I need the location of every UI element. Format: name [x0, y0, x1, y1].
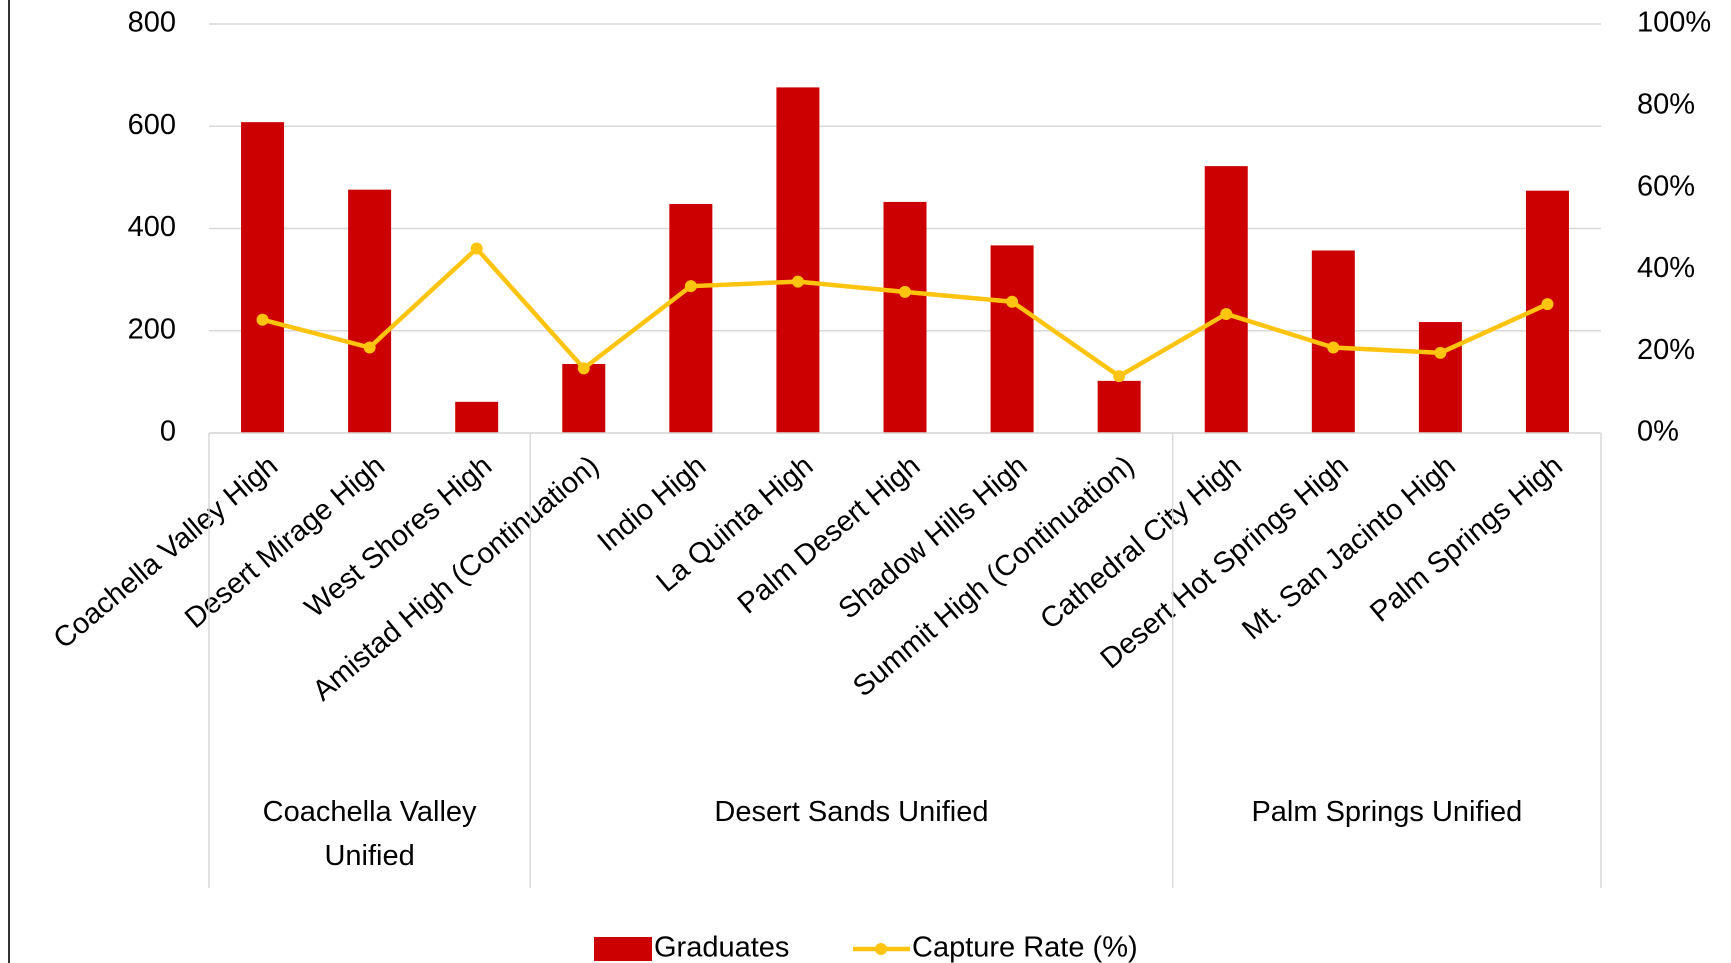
y2-tick-label: 40% [1637, 252, 1695, 284]
bar [348, 189, 392, 433]
legend-label: Capture Rate (%) [912, 932, 1138, 963]
group-label-box: Coachella Valley Unified [262, 796, 477, 872]
marker [899, 285, 911, 298]
marker [256, 313, 269, 326]
marker [684, 280, 697, 293]
legend-swatch [875, 943, 887, 955]
x-tick-label: West Shores High [299, 450, 498, 624]
y-tick-label: 600 [128, 109, 176, 141]
marker [1541, 298, 1554, 311]
x-tick-label: Palm Springs High [1364, 450, 1569, 629]
legend-swatch [594, 937, 652, 961]
marker [470, 242, 483, 255]
bar [883, 201, 927, 433]
x-tick-label: Cathedral City High [1034, 450, 1247, 636]
group-label: Desert Sands Unified [714, 796, 989, 828]
marker [1006, 295, 1019, 308]
bar [1097, 380, 1141, 433]
marker [1113, 370, 1126, 383]
bar [1418, 322, 1462, 433]
y2-tick-label: 100% [1637, 7, 1711, 39]
x-tick-label: Shadow Hills High [833, 450, 1034, 626]
y2-tick-label: 60% [1637, 170, 1695, 202]
group-label: Palm Springs Unified [1251, 796, 1523, 828]
marker [1434, 346, 1447, 359]
y-tick-label: 0 [160, 416, 176, 448]
marker [791, 275, 804, 288]
y2-tick-label: 0% [1637, 416, 1679, 448]
group-label-box: Palm Springs Unified [1251, 796, 1523, 828]
y-tick-label: 800 [128, 7, 176, 39]
marker [1220, 307, 1233, 320]
marker [577, 362, 590, 375]
y-tick-label: 400 [128, 211, 176, 243]
y2-tick-label: 80% [1637, 88, 1695, 120]
group-label-box: Desert Sands Unified [714, 796, 989, 828]
bar [669, 203, 713, 433]
bar [455, 401, 499, 433]
bar [241, 122, 285, 433]
bar [1204, 166, 1248, 433]
marker [363, 341, 376, 354]
marker [1327, 341, 1340, 354]
bar [776, 87, 820, 434]
x-tick-label: Mt. San Jacinto High [1236, 450, 1462, 647]
bar [990, 245, 1034, 433]
y-tick-label: 200 [128, 313, 176, 345]
group-label: Coachella Valley Unified [262, 796, 477, 872]
x-tick-label: Desert Mirage High [179, 450, 391, 635]
bar [562, 363, 606, 433]
y2-tick-label: 20% [1637, 334, 1695, 366]
x-tick-label: Palm Desert High [732, 450, 927, 621]
legend-label: Graduates [654, 932, 789, 963]
